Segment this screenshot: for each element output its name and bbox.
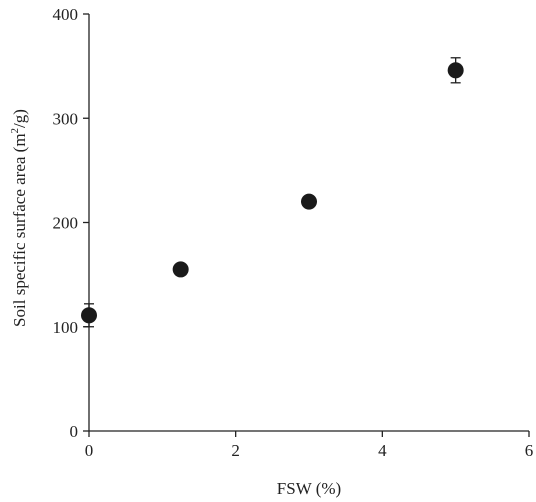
data-points (81, 57, 464, 328)
x-axis-title: FSW (%) (277, 479, 341, 498)
data-point-group (172, 261, 189, 278)
data-point (81, 307, 97, 324)
y-axis-title-main: Soil specific surface area (m (10, 133, 29, 327)
data-point (447, 62, 464, 79)
x-tick-label: 0 (85, 441, 94, 460)
data-point-group (301, 193, 317, 210)
y-tick-label: 100 (53, 318, 79, 337)
data-point-group (447, 57, 464, 84)
data-point-group (81, 303, 97, 328)
x-tick-label: 4 (378, 441, 387, 460)
y-axis-title-end: /g) (10, 109, 29, 128)
x-tick-label: 6 (525, 441, 534, 460)
x-axis: 0 2 4 6 (85, 430, 534, 460)
y-tick-label: 400 (53, 5, 79, 24)
data-point (301, 193, 317, 210)
data-point (172, 261, 189, 278)
y-axis: 0 100 200 300 400 (53, 5, 90, 441)
y-tick-label: 200 (53, 214, 79, 233)
y-tick-label: 0 (70, 422, 79, 441)
x-tick-label: 2 (231, 441, 240, 460)
y-axis-title: Soil specific surface area (m2/g) (9, 109, 29, 327)
y-axis-title-superscript: 2 (9, 128, 21, 134)
y-tick-label: 300 (53, 109, 79, 128)
